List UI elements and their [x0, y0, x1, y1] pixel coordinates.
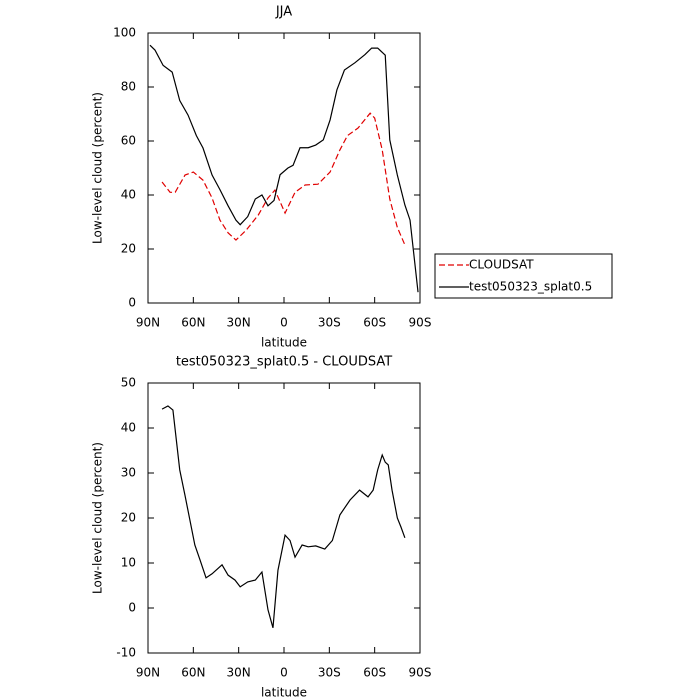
y-tick-label: 80: [121, 80, 136, 94]
y-tick-label: 100: [113, 26, 136, 40]
legend-label: CLOUDSAT: [469, 258, 534, 272]
y-tick-label: 20: [121, 242, 136, 256]
x-axis-label: latitude: [261, 336, 307, 350]
data-line: [161, 405, 406, 628]
y-tick-label: 40: [121, 421, 136, 435]
x-tick-label: 60S: [363, 316, 386, 330]
y-tick-label: 0: [128, 601, 136, 615]
x-tick-label: 90S: [409, 316, 432, 330]
plot-frame: [147, 382, 421, 654]
y-tick-label: -10: [116, 646, 136, 660]
x-tick-label: 60S: [363, 666, 386, 680]
x-tick-label: 30S: [318, 316, 341, 330]
x-tick-label: 90N: [136, 666, 160, 680]
legend-label: test050323_splat0.5: [469, 280, 592, 294]
x-tick-label: 60N: [181, 316, 205, 330]
data-line: [149, 44, 419, 293]
legend-box: [434, 253, 613, 299]
x-tick-label: 30N: [227, 316, 251, 330]
x-tick-label: 60N: [181, 666, 205, 680]
y-tick-label: 60: [121, 134, 136, 148]
y-axis-label: Low-level cloud (percent): [91, 92, 105, 244]
y-tick-label: 20: [121, 511, 136, 525]
chart-title: JJA: [275, 5, 292, 20]
chart-title: test050323_splat0.5 - CLOUDSAT: [176, 355, 392, 370]
y-tick-label: 50: [121, 376, 136, 390]
y-tick-label: 0: [128, 296, 136, 310]
y-tick-label: 30: [121, 466, 136, 480]
y-tick-label: 10: [121, 556, 136, 570]
x-axis-label: latitude: [261, 686, 307, 700]
x-tick-label: 0: [280, 316, 288, 330]
x-tick-label: 30S: [318, 666, 341, 680]
data-line: [161, 112, 406, 246]
plot-frame: [147, 32, 421, 304]
x-tick-label: 90S: [409, 666, 432, 680]
y-tick-label: 40: [121, 188, 136, 202]
x-tick-label: 90N: [136, 316, 160, 330]
x-tick-label: 30N: [227, 666, 251, 680]
y-axis-label: Low-level cloud (percent): [91, 442, 105, 594]
x-tick-label: 0: [280, 666, 288, 680]
